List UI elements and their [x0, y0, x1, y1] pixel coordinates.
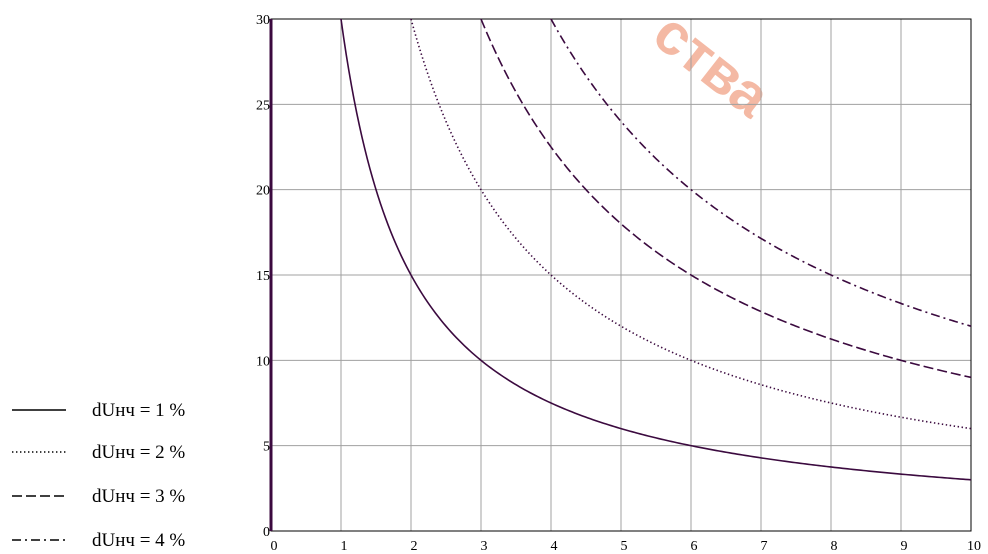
x-tick-label: 8: [831, 539, 838, 554]
series-line-2: [410, 18, 972, 430]
x-tick-label: 5: [621, 539, 628, 554]
x-tick-label: 7: [761, 539, 768, 554]
legend-label-2: dUнч = 2 %: [92, 442, 185, 463]
y-tick-label: 10: [256, 354, 270, 369]
x-tick-label: 1: [341, 539, 348, 554]
x-tick-label: 3: [481, 539, 488, 554]
y-tick-label: 0: [263, 525, 270, 540]
x-tick-label: 9: [901, 539, 908, 554]
x-tick-label: 4: [551, 539, 558, 554]
legend-label-4: dUнч = 4 %: [92, 530, 185, 551]
series-line-1: [340, 18, 972, 481]
legend: dUнч = 1 % dUнч = 2 % dUнч = 3 % dUнч = 4 %: [12, 400, 185, 551]
plot-frame: [269, 18, 972, 532]
series-line-4: [550, 18, 972, 327]
tick-labels: 0 1 2 3 4 5 6 7 8 9 10 0 5 10 15 20 25 30: [256, 13, 981, 554]
y-tick-label: 25: [256, 98, 270, 113]
y-tick-label: 30: [256, 13, 270, 28]
y-tick-label: 5: [263, 440, 270, 455]
y-tick-label: 15: [256, 269, 270, 284]
legend-label-1: dUнч = 1 %: [92, 400, 185, 421]
series-line-3: [480, 18, 972, 379]
legend-label-3: dUнч = 3 %: [92, 486, 185, 507]
y-tick-label: 20: [256, 184, 270, 199]
x-tick-label: 0: [271, 539, 278, 554]
watermark-text: ства: [642, 0, 783, 130]
x-tick-label: 2: [411, 539, 418, 554]
x-tick-label: 10: [967, 539, 981, 554]
series-group: [340, 18, 972, 481]
grid: [271, 19, 971, 531]
x-tick-label: 6: [691, 539, 698, 554]
